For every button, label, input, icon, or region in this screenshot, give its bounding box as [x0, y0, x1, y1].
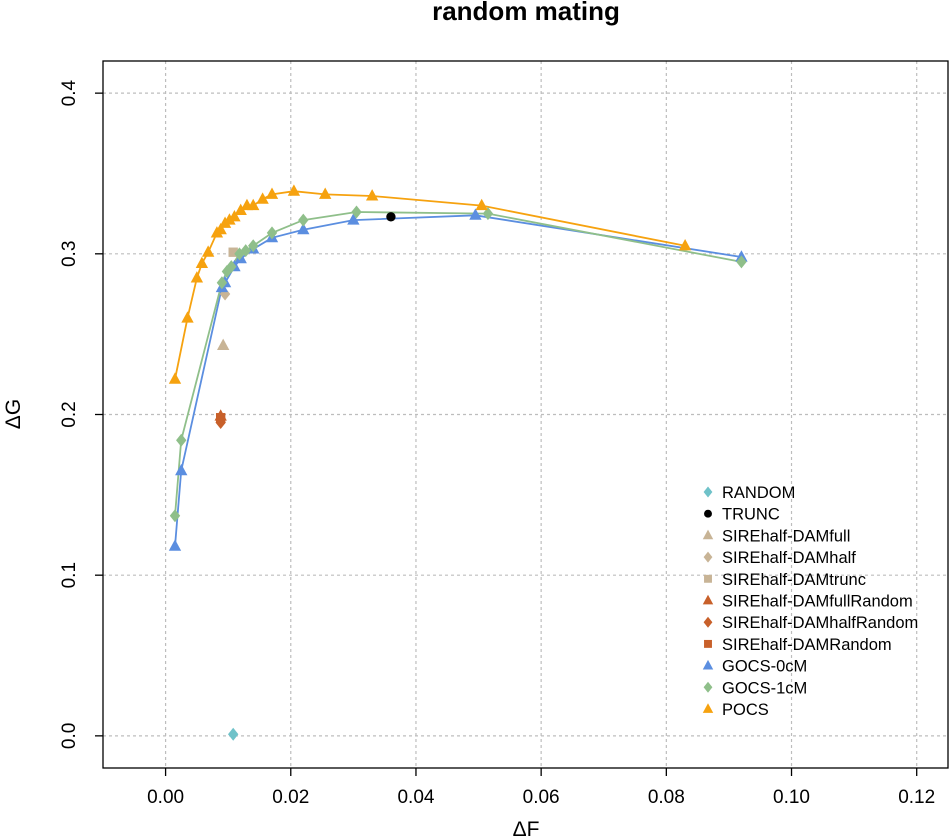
data-point — [298, 213, 309, 227]
data-point — [736, 255, 747, 269]
y-tick-label: 0.0 — [59, 723, 80, 749]
data-point — [351, 205, 362, 219]
data-point — [169, 509, 181, 523]
legend-label: SIREhalf-DAMtrunc — [722, 571, 866, 589]
legend-marker — [702, 659, 714, 670]
data-point — [240, 244, 251, 258]
data-point — [176, 433, 187, 447]
y-tick-label: 0.3 — [59, 241, 80, 267]
legend-label: SIREhalf-DAMfullRandom — [722, 593, 913, 611]
data-point — [214, 222, 227, 235]
data-point — [168, 539, 182, 551]
series-line — [174, 214, 742, 547]
data-point — [215, 416, 226, 430]
data-point — [678, 238, 692, 251]
data-point — [190, 271, 204, 283]
data-point — [266, 226, 278, 240]
legend-marker — [704, 574, 712, 583]
data-point — [475, 198, 488, 211]
data-point — [228, 247, 238, 257]
data-point — [181, 311, 194, 323]
legend-label: SIREhalf-DAMfull — [722, 527, 850, 545]
legend-label: POCS — [722, 701, 769, 719]
x-tick-label: 0.02 — [272, 787, 309, 808]
data-point — [168, 372, 182, 384]
data-point — [195, 256, 209, 269]
legend-marker — [704, 509, 712, 518]
chart-title: random mating — [432, 0, 620, 26]
x-axis-label: ΔF — [513, 818, 540, 839]
y-axis: 0.0 0.1 0.2 0.3 0.4 — [59, 80, 103, 749]
x-tick-label: 0.12 — [898, 787, 935, 808]
legend-label: GOCS-0cM — [722, 658, 807, 676]
y-tick-label: 0.4 — [59, 80, 80, 107]
data-points — [168, 184, 748, 741]
data-point — [265, 187, 279, 199]
series-line — [174, 190, 686, 380]
legend-marker — [702, 529, 714, 540]
legend-label: SIREhalf-DAMRandom — [722, 636, 892, 654]
data-point — [234, 203, 247, 215]
y-axis-label: ΔG — [2, 399, 25, 429]
data-point — [386, 212, 396, 222]
data-point — [217, 338, 230, 350]
data-point — [201, 245, 215, 257]
data-point — [227, 727, 239, 741]
grid — [103, 61, 948, 768]
data-point — [297, 222, 310, 235]
x-tick-label: 0.04 — [397, 787, 434, 808]
data-point — [226, 260, 237, 274]
data-point — [228, 210, 241, 222]
data-point — [216, 276, 228, 290]
data-point — [469, 208, 482, 220]
series-line — [174, 211, 742, 516]
data-point — [365, 189, 379, 201]
legend-label: SIREhalf-DAMhalf — [722, 549, 856, 567]
data-point — [347, 213, 360, 225]
legend-label: TRUNC — [722, 506, 780, 524]
legend-label: RANDOM — [722, 484, 795, 502]
legend-marker — [703, 551, 713, 563]
data-point — [482, 207, 494, 221]
data-point — [215, 413, 226, 423]
x-tick-label: 0.08 — [648, 787, 685, 808]
legend-marker — [703, 681, 713, 693]
data-point — [248, 239, 259, 253]
series-lines — [174, 190, 742, 547]
data-point — [319, 187, 332, 199]
legend: RANDOM TRUNC SIREhalf-DAMfull SIREhalf-DAMh… — [702, 484, 918, 719]
legend-marker — [703, 616, 713, 628]
data-point — [175, 463, 188, 476]
data-point — [247, 198, 260, 211]
legend-marker — [703, 486, 713, 498]
legend-label: SIREhalf-DAMhalfRandom — [722, 614, 918, 632]
legend-marker — [702, 703, 714, 713]
data-point — [223, 213, 236, 225]
x-tick-label: 0.06 — [523, 787, 560, 808]
x-axis: 0.00 0.02 0.04 0.06 0.08 0.10 0.12 — [147, 768, 935, 808]
data-point — [287, 184, 301, 196]
x-tick-label: 0.10 — [773, 787, 810, 808]
y-tick-label: 0.2 — [59, 401, 80, 427]
y-tick-label: 0.1 — [59, 562, 80, 588]
legend-marker — [702, 594, 714, 605]
x-tick-label: 0.00 — [147, 787, 184, 808]
legend-marker — [704, 639, 712, 648]
legend-label: GOCS-1cM — [722, 679, 807, 697]
data-point — [256, 192, 269, 204]
